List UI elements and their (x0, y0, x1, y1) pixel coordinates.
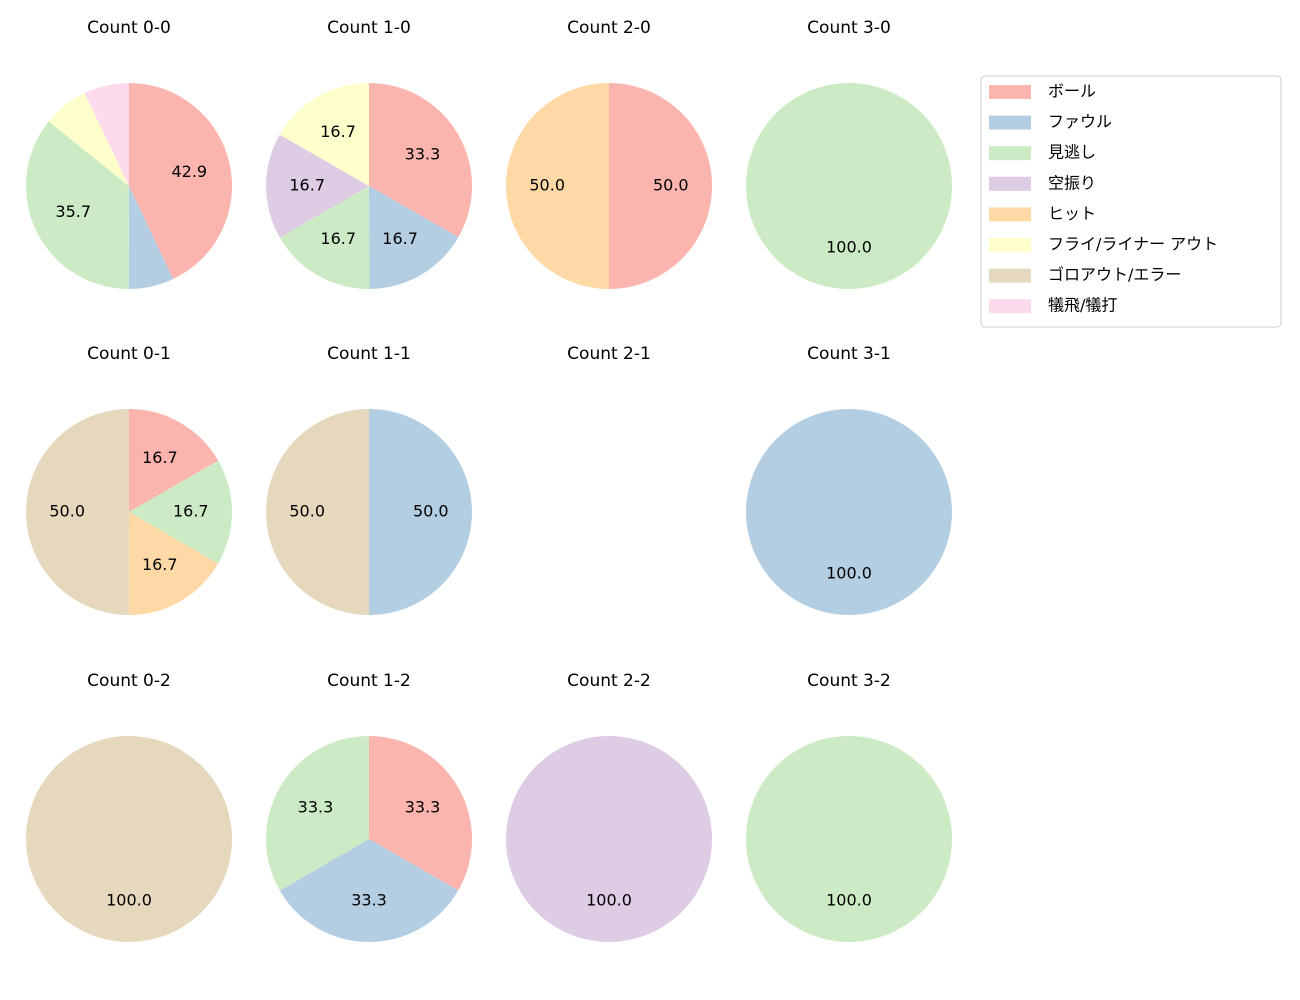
legend-swatch (989, 146, 1031, 161)
value-label: 50.0 (653, 176, 689, 195)
value-label: 16.7 (289, 176, 325, 195)
chart-title: Count 3-2 (807, 671, 891, 691)
pie-slice (746, 409, 952, 615)
pie-slice (369, 736, 472, 891)
value-label: 100.0 (826, 237, 872, 256)
pie-slice (746, 83, 952, 289)
pie-slice (128, 512, 219, 615)
pie-slice (369, 409, 472, 615)
chart-title: Count 1-1 (327, 344, 411, 364)
pie-slice (266, 134, 369, 238)
legend-label: ゴロアウト/エラー (1048, 265, 1181, 284)
chart-title: Count 2-2 (567, 671, 651, 691)
chart-title: Count 2-0 (567, 18, 651, 38)
value-label: 16.7 (142, 448, 178, 467)
pie-slice (129, 83, 232, 280)
chart-title: Count 0-1 (87, 344, 171, 364)
legend-box (980, 75, 1282, 328)
chart-title: Count 0-2 (87, 671, 171, 691)
legend-label: ボール (1048, 82, 1096, 101)
pie-slice (369, 83, 472, 238)
value-label: 16.7 (142, 555, 178, 574)
value-label: 33.3 (405, 798, 441, 817)
chart-title: Count 3-0 (807, 18, 891, 38)
pie-slice (128, 186, 174, 289)
value-label: 33.3 (405, 144, 441, 163)
value-label: 16.7 (320, 122, 356, 141)
value-label: 50.0 (289, 502, 325, 521)
pie-slice (48, 93, 129, 186)
pie-slice (609, 83, 712, 289)
pie-slice (84, 83, 129, 186)
pie-slice (266, 736, 369, 891)
value-label: 42.9 (171, 162, 207, 181)
value-label: 50.0 (49, 501, 85, 520)
value-label: 16.7 (382, 229, 418, 248)
legend-label: フライ/ライナー アウト (1048, 235, 1218, 254)
value-label: 50.0 (413, 502, 449, 521)
legend-label: 犠飛/犠打 (1048, 296, 1117, 315)
legend-swatch (989, 176, 1031, 191)
pie-slice (506, 736, 712, 942)
pie-slice (266, 409, 369, 615)
pie-slice (746, 736, 952, 942)
chart-title: Count 1-0 (327, 18, 411, 38)
pie-slice (26, 736, 232, 942)
chart-title: Count 3-1 (807, 344, 891, 364)
legend-label: 空振り (1048, 173, 1096, 192)
pie-slice (129, 460, 232, 564)
legend-swatch (989, 268, 1031, 283)
chart-title: Count 0-0 (87, 18, 171, 38)
pie-slice (279, 83, 369, 186)
legend-swatch (989, 85, 1031, 99)
pie-slice (279, 186, 370, 289)
pie-slice (369, 186, 459, 289)
legend-label: ファウル (1048, 112, 1112, 131)
value-label: 33.3 (351, 890, 387, 909)
chart-title: Count 1-2 (327, 671, 411, 691)
chart-title: Count 2-1 (567, 344, 651, 364)
value-label: 50.0 (529, 176, 565, 195)
value-label: 100.0 (106, 890, 152, 909)
legend-swatch (989, 207, 1031, 222)
legend-label: 見逃し (1048, 143, 1096, 162)
value-label: 100.0 (826, 890, 872, 909)
value-label: 100.0 (826, 563, 872, 582)
legend-swatch (989, 238, 1031, 252)
legend-swatch (989, 115, 1031, 130)
pie-slice (506, 83, 609, 289)
value-label: 33.3 (298, 798, 334, 817)
value-label: 16.7 (320, 229, 356, 248)
legend-swatch (989, 299, 1031, 314)
legend-label: ヒット (1048, 204, 1096, 223)
value-label: 100.0 (586, 890, 632, 909)
pie-slice (129, 409, 219, 512)
value-label: 35.7 (55, 202, 91, 221)
pie-slice (25, 408, 129, 615)
value-label: 16.7 (173, 502, 209, 521)
pie-slice (26, 121, 129, 289)
